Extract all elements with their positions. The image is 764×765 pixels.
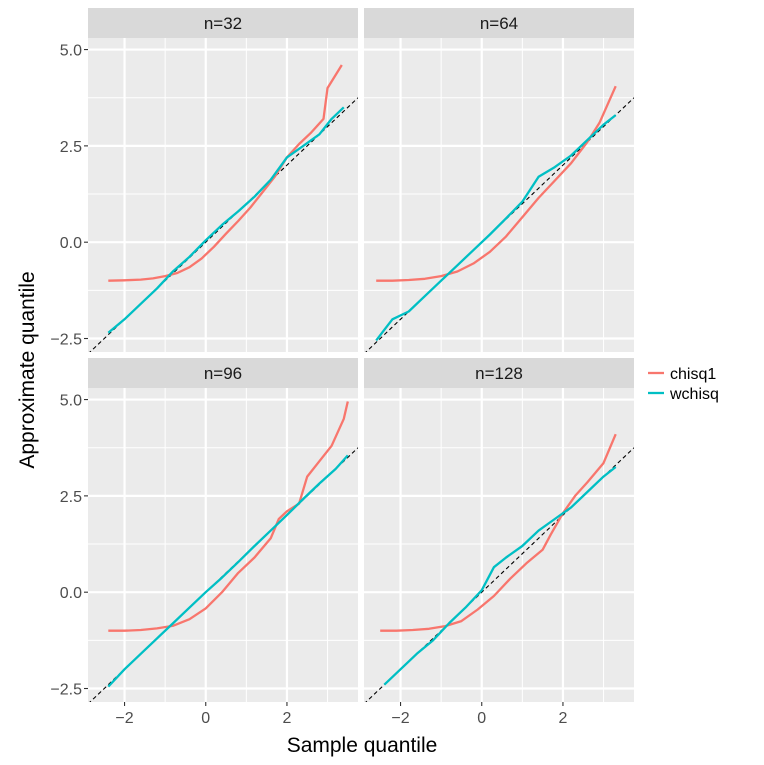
panel-strip [364, 8, 634, 38]
x-tick-label: 0 [477, 710, 486, 727]
x-tick-label: 0 [201, 710, 210, 727]
series-line-chisq1 [108, 64, 343, 282]
panel-background [364, 388, 634, 702]
series-line-wchisq [107, 106, 345, 334]
y-axis: −2.5 0.0 2.5 5.0 −2.5 0.0 2.5 5.0 [50, 43, 88, 699]
y-tick-label: −2.5 [50, 332, 82, 349]
panel-strip [88, 8, 358, 38]
panel-strip-label: n=32 [204, 14, 242, 33]
panel-strip-label: n=64 [480, 14, 518, 33]
legend: chisq1 wchisq [648, 366, 719, 403]
y-tick-label: 5.0 [60, 43, 82, 60]
x-tick-label: −2 [391, 710, 409, 727]
x-tick-label: −2 [115, 710, 133, 727]
y-tick-label: 2.5 [60, 489, 82, 506]
panel-background [88, 388, 358, 702]
series-line-wchisq [375, 114, 617, 342]
panel-n=32: n=32 [88, 8, 358, 352]
y-tick-label: 2.5 [60, 139, 82, 156]
panel-background [88, 38, 358, 352]
series-line-wchisq [383, 466, 617, 686]
series-line-wchisq [107, 454, 349, 688]
panels: n=32 n=64 n=96 n=128 [88, 8, 634, 702]
panel-n=96: n=96 [88, 358, 358, 702]
panel-strip [364, 358, 634, 388]
reference-line [89, 97, 358, 352]
series-line-chisq1 [108, 401, 349, 632]
x-axis: −2 0 2 −2 0 2 [115, 702, 567, 727]
x-tick-label: 2 [558, 710, 567, 727]
panel-strip [88, 358, 358, 388]
panel-strip-label: n=96 [204, 364, 242, 383]
y-tick-label: 0.0 [60, 235, 82, 252]
series-line-chisq1 [380, 433, 617, 632]
y-tick-label: 5.0 [60, 393, 82, 410]
panel-n=128: n=128 [364, 358, 634, 702]
legend-label-wchisq: wchisq [669, 386, 719, 403]
y-tick-label: −2.5 [50, 682, 82, 699]
panel-background [364, 38, 634, 352]
y-tick-label: 0.0 [60, 585, 82, 602]
legend-label-chisq1: chisq1 [670, 366, 716, 383]
y-axis-title: Approximate quantile [16, 271, 39, 468]
panel-strip-label: n=128 [475, 364, 523, 383]
panel-n=64: n=64 [364, 8, 634, 352]
x-axis-title: Sample quantile [287, 734, 438, 757]
series-line-chisq1 [376, 85, 617, 282]
x-tick-label: 2 [282, 710, 291, 727]
